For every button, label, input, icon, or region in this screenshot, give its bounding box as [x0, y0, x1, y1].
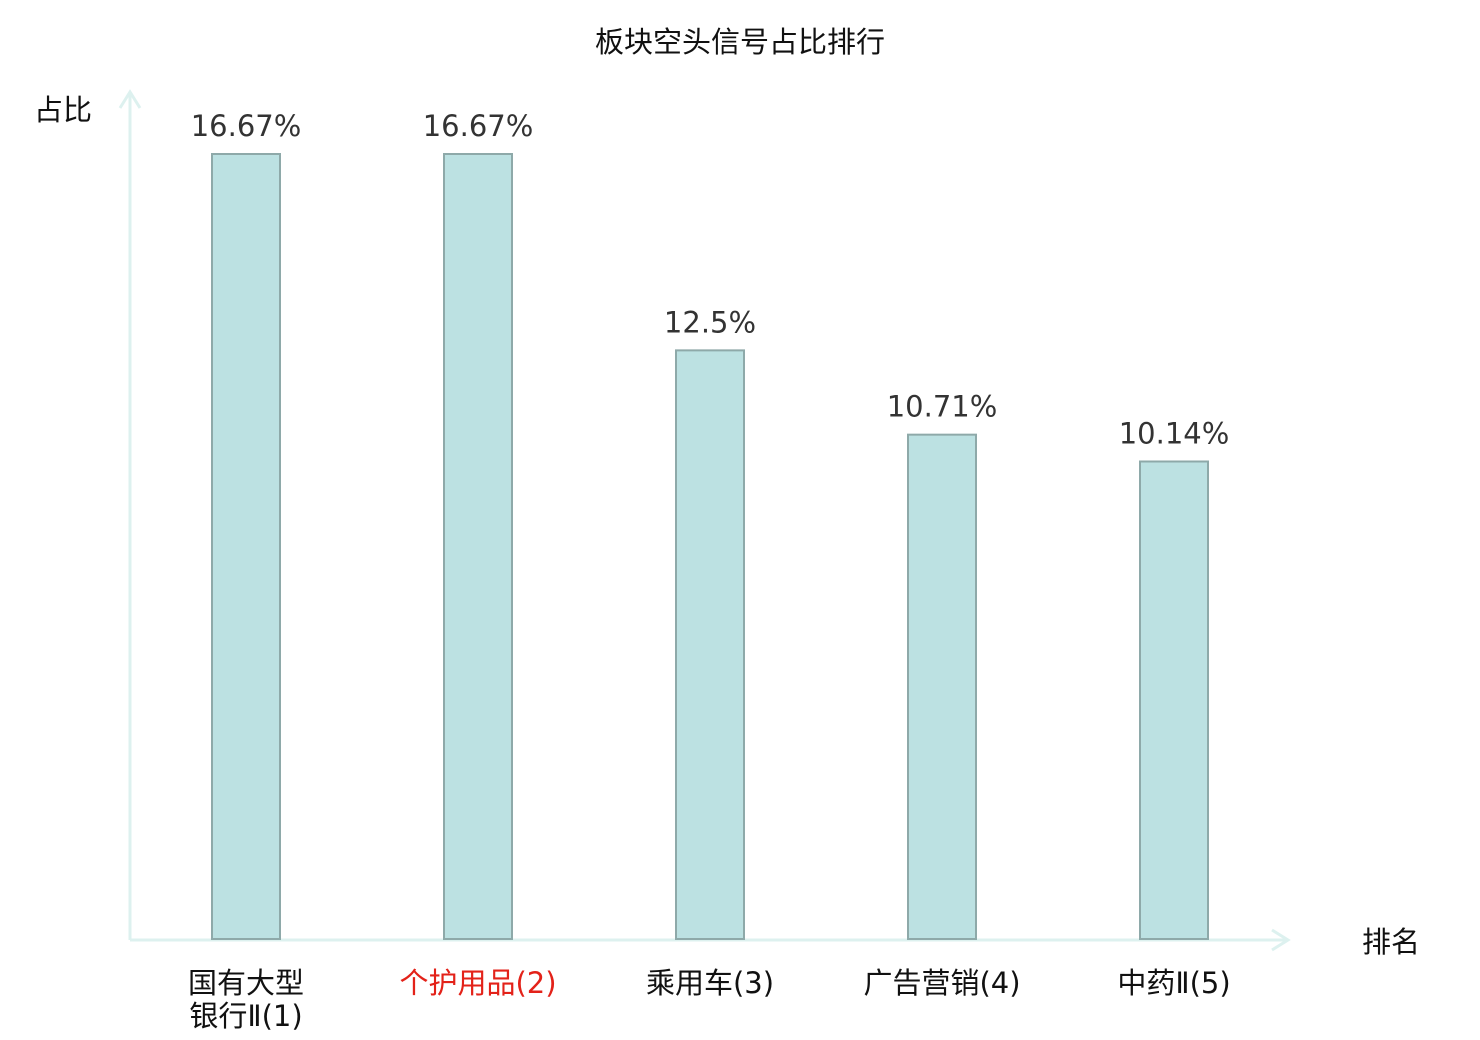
value-label-3: 12.5% [664, 305, 756, 339]
bar-3 [675, 349, 745, 940]
value-label-2: 16.67% [423, 109, 534, 143]
value-labels-group: 16.67% 16.67% 12.5% 10.71% 10.14% [191, 109, 1230, 451]
category-label-4: 广告营销(4) [863, 966, 1020, 1000]
category-label-5: 中药Ⅱ(5) [1117, 966, 1230, 1000]
chart-title: 板块空头信号占比排行 [595, 25, 885, 59]
x-axis-arrow [1271, 928, 1291, 952]
value-label-1: 16.67% [191, 109, 302, 143]
bar-2 [443, 153, 513, 940]
bar-5 [1139, 460, 1209, 940]
x-axis-label: 排名 [1362, 925, 1420, 959]
category-label-1: 国有大型银行Ⅱ(1) [188, 966, 304, 1033]
bar-4 [907, 433, 977, 940]
bar-1 [211, 153, 281, 940]
value-label-5: 10.14% [1119, 417, 1230, 451]
category-label-3: 乘用车(3) [646, 966, 774, 1000]
bars-group [211, 153, 1209, 940]
y-axis-arrow [118, 89, 142, 109]
y-axis-label: 占比 [34, 93, 92, 127]
value-label-4: 10.71% [887, 390, 998, 424]
category-labels-group: 国有大型银行Ⅱ(1) 个护用品(2) 乘用车(3) 广告营销(4) 中药Ⅱ(5) [188, 966, 1231, 1033]
category-label-2: 个护用品(2) [399, 966, 556, 1000]
